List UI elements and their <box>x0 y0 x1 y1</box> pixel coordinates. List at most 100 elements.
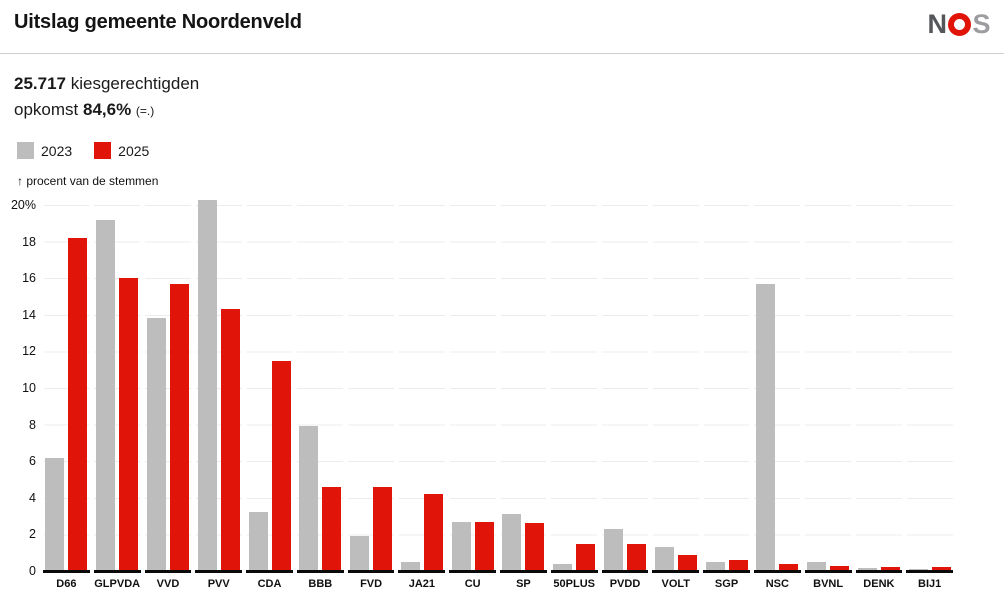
x-tick-label: BIJ1 <box>918 578 942 590</box>
bar-pair <box>244 360 295 571</box>
y-tick-label: 10 <box>22 381 36 395</box>
bar-2025-50plus[interactable] <box>576 543 596 571</box>
turnout-line: opkomst 84,6% (=.) <box>14 97 199 124</box>
bar-2025-ja21[interactable] <box>423 494 443 571</box>
turnout-label: opkomst <box>14 100 83 119</box>
x-tick-label: D66 <box>56 578 77 590</box>
header: Uitslag gemeente Noordenveld N S <box>0 0 1004 54</box>
bar-2023-cu[interactable] <box>451 521 471 571</box>
bar-group <box>92 197 143 573</box>
bar-2025-nsc[interactable] <box>779 563 799 571</box>
bar-2023-bvnl[interactable] <box>807 561 827 571</box>
x-axis-labels: D66 GLPVDA VVD PVV CDA BBB FVD JA21 CU SP 50PLUS PV… <box>41 578 955 590</box>
bar-group <box>650 197 701 573</box>
bar-2025-glpvda[interactable] <box>119 278 139 571</box>
bar-2023-50plus[interactable] <box>553 563 573 571</box>
bar-2023-pvdd[interactable] <box>603 528 623 571</box>
bar-group <box>193 197 244 573</box>
bar-2023-fvd[interactable] <box>350 536 370 571</box>
x-tick-label: 50PLUS <box>553 578 595 590</box>
bar-2025-vvd[interactable] <box>169 283 189 571</box>
bar-2023-bbb[interactable] <box>299 426 319 571</box>
bar-2023-volt[interactable] <box>654 547 674 571</box>
bar-group <box>346 197 397 573</box>
bar-group <box>600 197 651 573</box>
bar-group <box>752 197 803 573</box>
bar-2023-sp[interactable] <box>502 514 522 571</box>
gridlines <box>500 197 547 571</box>
electorate-line: 25.717 kiesgerechtigden <box>14 71 199 97</box>
bar-2025-fvd[interactable] <box>373 486 393 571</box>
bar-pair <box>549 543 600 571</box>
bar-group <box>143 197 194 573</box>
bar-2025-sgp[interactable] <box>728 560 748 571</box>
y-tick-label: 0 <box>29 564 36 578</box>
bar-2025-bbb[interactable] <box>322 486 342 571</box>
bar-pair <box>295 426 346 571</box>
y-tick-label: 14 <box>22 307 36 322</box>
bar-2025-bij1[interactable] <box>931 567 951 571</box>
bar-2025-pvv[interactable] <box>220 309 240 571</box>
bar-2023-vvd[interactable] <box>146 318 166 571</box>
bar-2025-sp[interactable] <box>525 523 545 571</box>
x-tick-label: PVV <box>207 578 230 590</box>
y-tick-label: 20% <box>10 198 36 212</box>
bar-group <box>498 197 549 573</box>
bar-2023-d66[interactable] <box>45 457 65 571</box>
bar-2025-d66[interactable] <box>68 237 88 571</box>
logo-letter-n: N <box>927 9 948 39</box>
x-tick-label: CU <box>464 578 481 590</box>
y-tick-label: 6 <box>29 454 36 469</box>
stats-block: 25.717 kiesgerechtigden opkomst 84,6% (=… <box>14 71 199 124</box>
bar-group <box>41 197 92 573</box>
x-tick-label: FVD <box>360 578 383 590</box>
y-tick-label: 8 <box>29 417 36 432</box>
y-axis-labels: 0 2 4 6 8 10 12 14 16 18 20% <box>0 197 36 578</box>
bar-2023-pvv[interactable] <box>197 199 217 571</box>
gridlines <box>805 197 851 571</box>
x-tick-label: PVDD <box>609 578 641 590</box>
legend-item-2023: 2023 <box>17 142 72 159</box>
bar-2025-pvdd[interactable] <box>626 543 646 571</box>
plot-area <box>41 197 955 573</box>
nos-logo: N S <box>927 9 991 40</box>
legend-swatch-2023 <box>17 142 34 159</box>
bar-group <box>854 197 905 573</box>
gridlines <box>703 197 750 571</box>
x-tick-label: NSC <box>765 578 789 590</box>
bar-2025-denk[interactable] <box>880 567 900 571</box>
bar-pair <box>193 199 244 571</box>
bar-pair <box>346 486 397 571</box>
bar-pair <box>701 560 752 571</box>
bar-2023-nsc[interactable] <box>756 283 776 571</box>
bar-2025-cu[interactable] <box>474 521 494 571</box>
x-tick-label: SGP <box>714 578 739 590</box>
bar-pair <box>752 283 803 571</box>
bar-2023-ja21[interactable] <box>400 561 420 571</box>
bar-pair <box>92 219 143 571</box>
gridlines <box>602 197 648 571</box>
bar-pair <box>498 514 549 571</box>
x-tick-label: GLPVDA <box>94 578 141 590</box>
y-tick-label: 2 <box>29 527 36 542</box>
gridlines <box>551 197 598 571</box>
bar-2025-volt[interactable] <box>677 554 697 571</box>
bar-2025-cda[interactable] <box>271 360 291 571</box>
bar-2023-sgp[interactable] <box>705 561 725 571</box>
bar-2023-denk[interactable] <box>857 568 877 571</box>
y-tick-label: 4 <box>29 490 36 505</box>
bar-pair <box>803 561 854 571</box>
x-tick-label: VVD <box>156 578 180 590</box>
bar-2023-glpvda[interactable] <box>96 219 116 571</box>
bar-2023-bij1[interactable] <box>908 569 928 571</box>
bar-2023-cda[interactable] <box>248 512 268 571</box>
bar-group <box>803 197 854 573</box>
bar-pair <box>143 283 194 571</box>
bar-group <box>904 197 955 573</box>
x-tick-label: CDA <box>257 578 282 590</box>
y-tick-label: 18 <box>22 234 36 249</box>
gridlines <box>906 197 953 571</box>
bar-pair <box>41 237 92 571</box>
bar-pair <box>396 494 447 571</box>
bar-2025-bvnl[interactable] <box>830 566 850 571</box>
